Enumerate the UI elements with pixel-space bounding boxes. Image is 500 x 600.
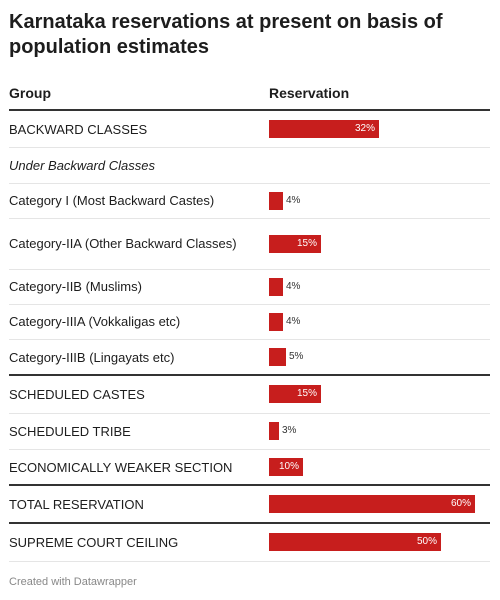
- bar: [269, 458, 303, 476]
- row-divider: [9, 147, 490, 148]
- row-label: Category-IIB (Muslims): [9, 279, 142, 294]
- row-divider: [9, 183, 490, 184]
- row-divider: [9, 218, 490, 219]
- bar-value-label: 32%: [354, 123, 375, 134]
- bar-value-label: 10%: [278, 461, 299, 472]
- chart-title: Karnataka reservations at present on bas…: [9, 11, 443, 58]
- bar-value-label: 5%: [289, 351, 304, 362]
- row-label: Category-IIIB (Lingayats etc): [9, 349, 175, 365]
- footer-credit: Created with Datawrapper: [9, 576, 137, 588]
- row-label: Category-IIA (Other Backward Classes): [9, 236, 237, 251]
- bar: [269, 348, 286, 366]
- group-divider: [9, 484, 490, 486]
- row-divider: [9, 304, 490, 305]
- group-divider: [9, 374, 490, 376]
- row-divider: [9, 449, 490, 450]
- row-label: ECONOMICALLY WEAKER SECTION: [9, 459, 233, 475]
- bar-value-label: 4%: [286, 316, 301, 327]
- row-divider: [9, 413, 490, 414]
- bar: [269, 192, 283, 210]
- row-label: BACKWARD CLASSES: [9, 121, 148, 137]
- bar-value-label: 4%: [286, 281, 301, 292]
- row-divider: [9, 561, 490, 562]
- column-header-group: Group: [9, 85, 51, 101]
- bar: [269, 120, 379, 138]
- bar-value-label: 15%: [296, 388, 317, 399]
- bar: [269, 533, 441, 551]
- bar-value-label: 4%: [286, 195, 301, 206]
- row-label: Category I (Most Backward Castes): [9, 193, 215, 208]
- row-label: SUPREME COURT CEILING: [9, 534, 179, 550]
- row-divider: [9, 339, 490, 340]
- row-label: TOTAL RESERVATION: [9, 496, 144, 512]
- bar: [269, 313, 283, 331]
- bar: [269, 422, 279, 440]
- row-label: SCHEDULED CASTES: [9, 386, 145, 402]
- bar-value-label: 3%: [282, 425, 297, 436]
- row-divider: [9, 269, 490, 270]
- group-divider: [9, 522, 490, 524]
- row-label: Under Backward Classes: [9, 157, 155, 173]
- bar: [269, 235, 321, 253]
- bar-value-label: 50%: [416, 536, 437, 547]
- bar-value-label: 15%: [296, 238, 317, 249]
- column-header-reservation: Reservation: [269, 85, 350, 101]
- bar: [269, 385, 321, 403]
- row-label: Category-IIIA (Vokkaligas etc): [9, 314, 181, 329]
- header-rule: [9, 109, 490, 111]
- bar: [269, 278, 283, 296]
- bar-value-label: 60%: [450, 498, 471, 509]
- row-label: SCHEDULED TRIBE: [9, 423, 131, 439]
- bar: [269, 495, 475, 513]
